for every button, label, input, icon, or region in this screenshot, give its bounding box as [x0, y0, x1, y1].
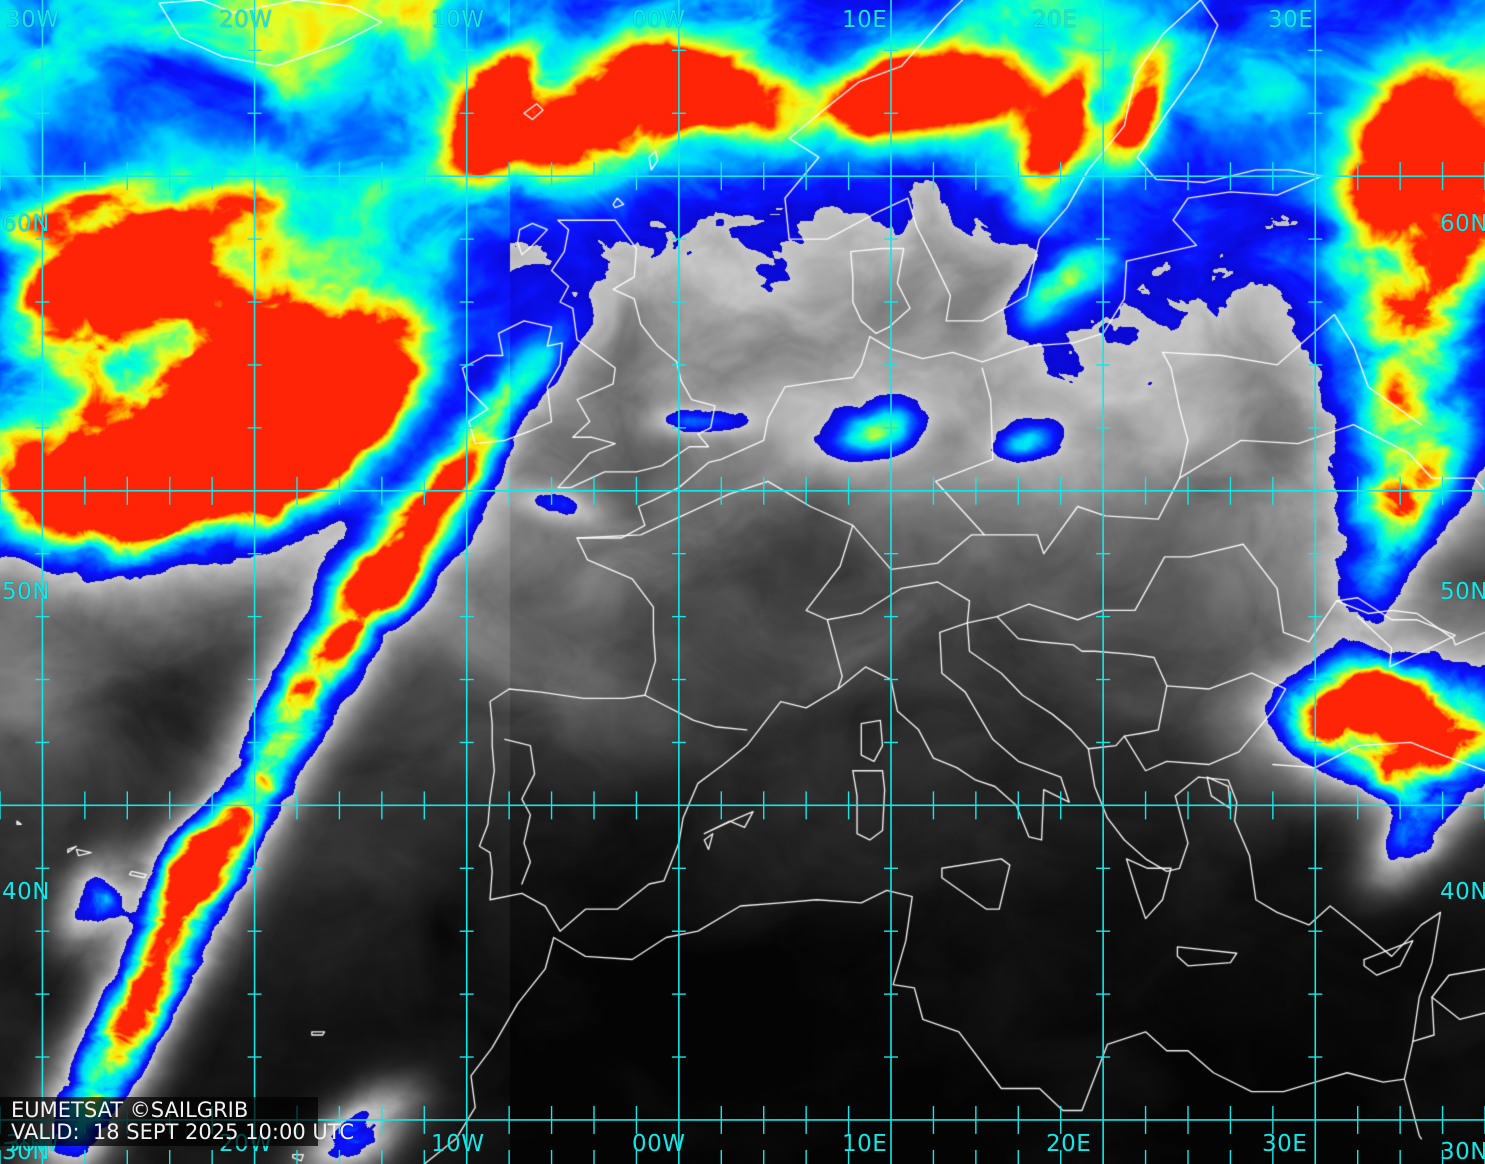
longitude-label-bottom: 30E	[1262, 1131, 1308, 1157]
latitude-label-left: 40N	[2, 879, 50, 905]
longitude-label-top: 10W	[431, 7, 485, 33]
latitude-label-right: 60N	[1440, 211, 1485, 237]
latitude-label-right: 30N	[1440, 1139, 1485, 1164]
longitude-label-top: 30E	[1268, 7, 1314, 33]
longitude-label-top: 00W	[632, 7, 686, 33]
longitude-label-bottom: 10E	[842, 1131, 888, 1157]
longitude-label-top: 20E	[1032, 7, 1078, 33]
latitude-label-left: 30N	[2, 1139, 50, 1164]
longitude-label-top: 20W	[219, 7, 273, 33]
latitude-label-left: 60N	[2, 211, 50, 237]
latitude-label-right: 40N	[1440, 879, 1485, 905]
longitude-label-bottom: 00W	[632, 1131, 686, 1157]
longitude-label-top: 10E	[842, 7, 888, 33]
longitude-label-top: 30W	[6, 7, 60, 33]
latitude-label-right: 50N	[1440, 579, 1485, 605]
credit-and-validtime-overlay: EUMETSAT ©SAILGRIB VALID: 18 SEPT 2025 1…	[0, 1097, 354, 1146]
longitude-label-bottom: 10W	[431, 1131, 485, 1157]
valid-time-text: VALID: 18 SEPT 2025 10:00 UTC	[11, 1120, 354, 1144]
source-credit-text: EUMETSAT ©SAILGRIB	[11, 1098, 249, 1122]
latitude-label-left: 50N	[2, 579, 50, 605]
longitude-label-bottom: 20E	[1046, 1131, 1092, 1157]
